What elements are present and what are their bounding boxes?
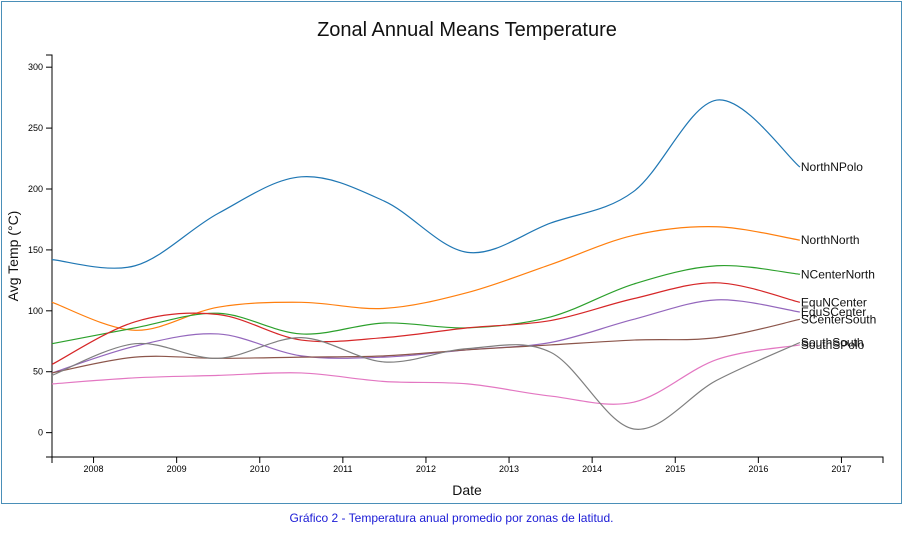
y-tick-label: 0 [38,428,43,438]
series-line-SouthSouth [51,337,801,430]
y-tick-label: 200 [28,184,43,194]
x-axis-label: Date [452,482,482,498]
x-tick-label: 2012 [416,464,436,474]
series-labels: NorthNPolo NorthNorth NCenterNorth EquNCent… [801,160,876,352]
zonal-temperature-chart: Zonal Annual Means Temperature Date Avg … [5,19,884,498]
y-axis-label: Avg Temp (°C) [5,211,21,302]
series-line-EquNCenter [51,282,801,365]
x-tick-label: 2010 [250,464,270,474]
figure-caption: Gráfico 2 - Temperatura anual promedio p… [289,511,614,525]
x-axis-line [51,456,884,463]
series-line-SouthSPolo [51,344,801,405]
series-label-NCenterNorth: NCenterNorth [801,267,875,281]
series-line-NorthNPolo [51,99,801,269]
series-label-SCenterSouth: SCenterSouth [801,312,876,326]
series-label-EquSCenter: EquSCenter [801,305,866,319]
series-label-SouthSPolo: SouthSPolo [801,338,865,352]
series-label-SouthSouth: SouthSouth [801,335,864,349]
y-axis-line [46,54,53,458]
x-tick-label: 2009 [167,464,187,474]
x-tick-label: 2017 [831,464,851,474]
series-lines [51,99,801,430]
series-line-NCenterNorth [51,264,800,345]
series-line-NorthNorth [51,226,800,331]
y-tick-label: 300 [28,62,43,72]
y-tick-label: 50 [33,367,43,377]
y-tick-label: 250 [28,123,43,133]
series-label-EquNCenter: EquNCenter [801,295,867,309]
x-tick-label: 2008 [84,464,104,474]
series-line-EquSCenter [51,299,800,374]
series-line-SCenterSouth [51,318,801,374]
chart-frame [1,1,902,504]
x-tick-label: 2011 [333,464,352,474]
x-tick-label: 2016 [748,464,768,474]
y-tick-label: 150 [28,245,43,255]
x-tick-label: 2014 [582,464,602,474]
axes: 0 50 100 150 200 250 300 2008 2009 2010 2011 2012 20… [28,54,884,474]
x-tick-label: 2015 [665,464,685,474]
y-tick-label: 100 [28,306,43,316]
series-label-NorthNPolo: NorthNPolo [801,160,863,174]
chart-title: Zonal Annual Means Temperature [317,19,617,41]
series-label-NorthNorth: NorthNorth [801,233,860,247]
x-tick-label: 2013 [499,464,519,474]
